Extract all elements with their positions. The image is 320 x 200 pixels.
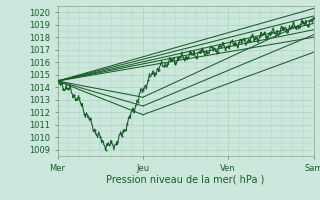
- X-axis label: Pression niveau de la mer( hPa ): Pression niveau de la mer( hPa ): [107, 174, 265, 184]
